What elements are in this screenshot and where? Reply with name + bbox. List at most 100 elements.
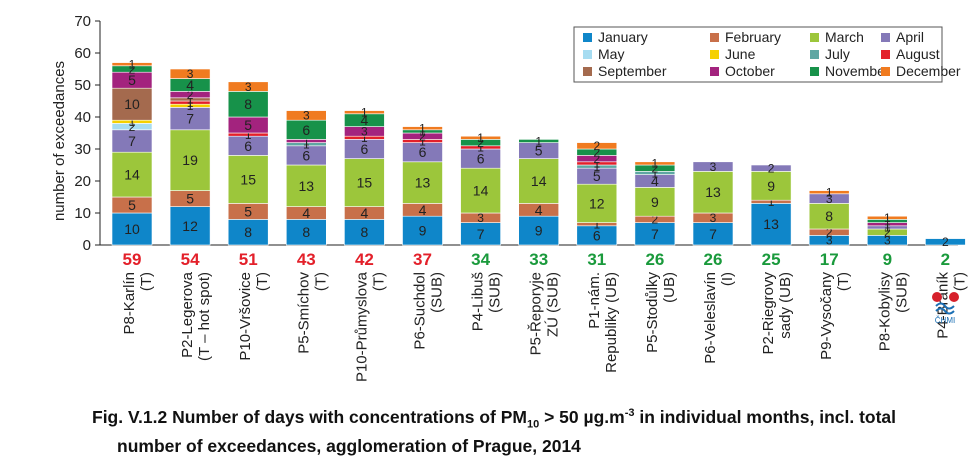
bar-segment-label: 4 (361, 112, 369, 128)
category-label: P4-Libuš (SUB) (470, 272, 504, 331)
y-tick-label: 20 (74, 173, 91, 190)
total-label: 26 (704, 250, 723, 269)
category-labels: P8-Karlín (T) P2-Legerova (T – hot spot) P10… (121, 271, 968, 382)
bar-segment-label: 6 (419, 144, 427, 160)
bar-segment-label: 13 (705, 184, 721, 200)
bar-segment-label: 5 (535, 143, 543, 159)
total-label: 26 (645, 250, 664, 269)
bar-segment-label: 1 (361, 106, 368, 120)
bar-segment-label: 3 (245, 80, 252, 94)
total-label: 25 (762, 250, 781, 269)
bar-segment-label: 5 (128, 197, 136, 213)
bar-segment-label: 2 (129, 120, 136, 134)
bar-segment-label: 3 (303, 109, 310, 123)
total-label: 37 (413, 250, 432, 269)
bar-segment-label: 2 (652, 162, 659, 176)
chart-legend: January February March April May June July Augu… (573, 26, 961, 83)
legend-label: March (825, 29, 864, 45)
bar-segment-label: 6 (302, 147, 310, 163)
category-label-line: P10-Průmyslova (353, 271, 370, 382)
bar-segment-label: 3 (826, 192, 833, 206)
bar-segment-label: 2 (652, 213, 659, 227)
bar-segment-label: 14 (124, 167, 140, 183)
bar-segment-label: 3 (710, 211, 717, 225)
bar-segment-label: 9 (767, 178, 775, 194)
bar-segment-label: 4 (535, 202, 543, 218)
bar-segment-label: 2 (884, 226, 891, 240)
category-label-line: (SUB) (429, 272, 446, 313)
bar-segment-label: 1 (187, 93, 194, 107)
category-label-line: P6-Suchdol (412, 272, 429, 350)
legend-swatch (583, 67, 592, 76)
bar-segment (402, 215, 443, 246)
bar-segment (285, 219, 327, 246)
category-label: P10-Průmyslova (T) (353, 271, 387, 382)
category-label-line: (SUB) (487, 272, 504, 313)
bar-segment-label: 7 (186, 111, 194, 127)
chart-bars: 1051472110521125197111243851561583841361… (111, 58, 966, 249)
legend-swatch (881, 67, 890, 76)
bar-segment (344, 219, 385, 246)
chart-totals: 59 54 51 43 42 37 34 33 31 26 26 25 17 9 2 (123, 250, 951, 269)
category-label-line: (T) (835, 272, 852, 291)
bar-segment-label: 1 (477, 131, 484, 145)
bar-segment-label: 1 (419, 134, 426, 148)
logo-text: ČHMI (935, 316, 955, 325)
bar-segment (402, 126, 443, 131)
category-label: P6-Suchdol (SUB) (412, 272, 446, 350)
legend-swatch (710, 33, 719, 42)
y-tick-label: 70 (74, 13, 91, 30)
caption-unit-superscript: -3 (624, 407, 635, 419)
legend-swatch (583, 50, 592, 59)
category-label-line: sady (UB) (777, 272, 794, 339)
bar-segment-label: 1 (477, 141, 484, 155)
category-label: P6-Veleslavín (I) (702, 272, 736, 364)
category-label: P5-Smíchov (T) (295, 272, 329, 354)
bar-segment-label: 1 (419, 122, 426, 136)
bar-segment-label: 1 (129, 115, 136, 129)
bar-segment-label: 12 (182, 218, 198, 234)
bar-segment-label: 1 (593, 157, 600, 171)
bar-segment (227, 91, 269, 118)
bar-segment-label: 1 (884, 218, 891, 232)
bar-segment (111, 62, 153, 67)
total-label: 31 (587, 250, 606, 269)
bar-segment-label: 4 (419, 202, 427, 218)
bar-segment-label: 5 (244, 203, 252, 219)
total-label: 43 (297, 250, 316, 269)
bar-segment-label: 2 (768, 162, 775, 176)
category-label: P4-Braník (T) (934, 272, 968, 339)
bar-segment (111, 87, 153, 121)
legend-label: October (725, 63, 775, 79)
bar-segment (227, 81, 269, 92)
bar-segment-label: 1 (884, 214, 891, 228)
bar-segment-label: 9 (535, 223, 543, 239)
legend-label: August (896, 46, 940, 62)
bar-segment-label: 1 (245, 128, 252, 142)
legend-label: December (896, 63, 961, 79)
total-label: 42 (355, 250, 374, 269)
legend-label: June (725, 46, 756, 62)
figure-caption: Fig. V.1.2 Number of days with concentra… (92, 402, 962, 457)
bar-segment (402, 161, 443, 204)
y-tick-label: 10 (74, 205, 91, 222)
bar-segment (518, 139, 560, 143)
bar-segment-label: 1 (535, 134, 542, 148)
bar-segment-label: 2 (187, 88, 194, 102)
bar-segment (925, 238, 966, 246)
bar-segment-label: 9 (651, 194, 659, 210)
bar-segment-label: 14 (473, 183, 489, 199)
category-label-line: P1-nám. (586, 272, 603, 329)
bar-segment (634, 187, 676, 217)
total-label: 34 (471, 250, 490, 269)
category-label-line: (T) (254, 272, 271, 291)
bar-segment-label: 12 (589, 195, 605, 211)
bar-segment-label: 13 (415, 175, 431, 191)
category-label-line: P10-Vršovice (237, 272, 254, 361)
chmi-logo: ČHMI (932, 292, 959, 325)
bar-segment-label: 1 (768, 195, 775, 209)
category-label: P8-Karlín (T) (121, 272, 155, 335)
legend-swatch (583, 33, 592, 42)
bar-segment-label: 4 (361, 205, 369, 221)
legend-label: September (598, 63, 667, 79)
